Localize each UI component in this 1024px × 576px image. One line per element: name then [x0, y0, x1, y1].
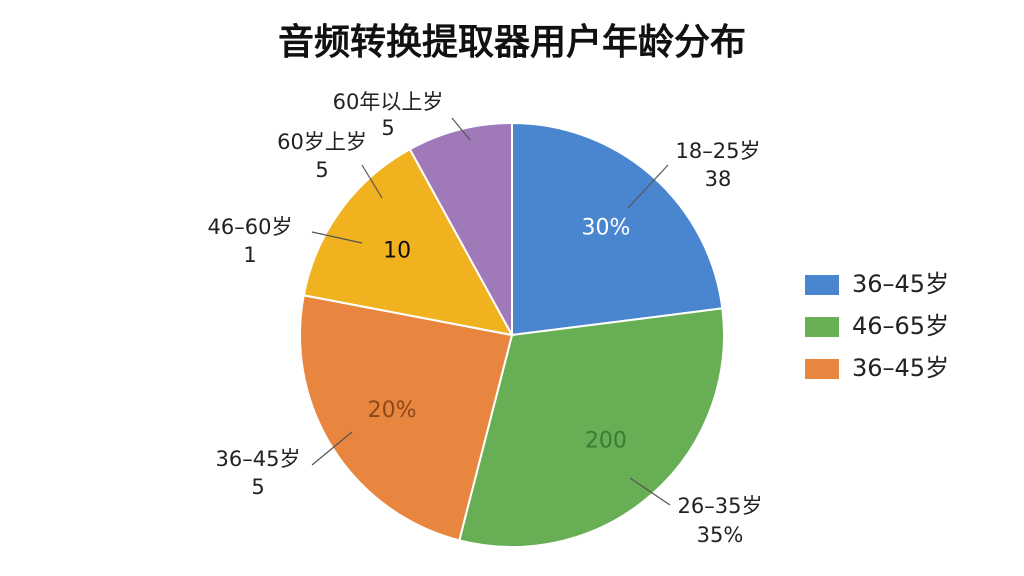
pie-slice: [511, 121, 724, 337]
pie-slice: [299, 294, 514, 542]
leader-line: [627, 164, 669, 209]
callout-label: 60岁上岁: [277, 130, 367, 154]
callout-value: 5: [315, 158, 328, 182]
callout-value: 35%: [697, 523, 744, 547]
legend-label: 46–65岁: [852, 312, 949, 340]
callout-value: 1: [243, 243, 256, 267]
callout-value: 5: [251, 475, 264, 499]
leader-line: [451, 117, 471, 141]
callout-label: 46–60岁: [208, 215, 293, 239]
leader-line: [311, 231, 363, 244]
pie-slice: [458, 307, 725, 548]
legend-swatch: [805, 275, 839, 295]
slice-label: 200: [585, 429, 627, 454]
callout-label: 26–35岁: [678, 494, 763, 518]
callout-label: 60年以上岁: [333, 90, 444, 114]
legend-swatch: [805, 359, 839, 379]
callout-value: 38: [705, 167, 732, 191]
callout-label: 36–45岁: [216, 447, 301, 471]
chart-title: 音频转换提取器用户年龄分布: [278, 22, 746, 63]
legend-label: 36–45岁: [852, 270, 949, 298]
pie-slice: [408, 121, 513, 336]
leader-line: [361, 164, 383, 199]
leader-line: [311, 431, 353, 466]
legend-label: 36–45岁: [852, 354, 949, 382]
legend-swatch: [805, 317, 839, 337]
slice-label: 20%: [368, 398, 417, 423]
callout-label: 18–25岁: [676, 139, 761, 163]
slice-label: 10: [383, 239, 411, 264]
leader-line: [629, 477, 671, 506]
callout-value: 5: [381, 116, 394, 140]
pie-slice: [302, 147, 514, 337]
slice-label: 30%: [581, 215, 630, 240]
